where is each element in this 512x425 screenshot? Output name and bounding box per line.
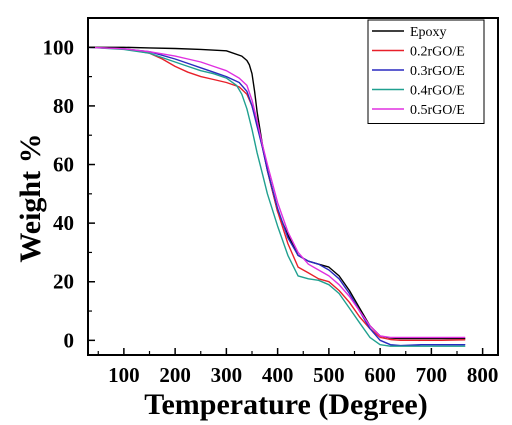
x-tick-label: 400: [262, 363, 294, 387]
legend-label: 0.2rGO/E: [410, 45, 465, 60]
x-tick-label: 100: [108, 363, 140, 387]
series-line-3: [87, 46, 466, 347]
x-tick-label: 300: [211, 363, 243, 387]
x-tick-label: 200: [159, 363, 191, 387]
series-layer: [87, 46, 466, 347]
x-axis-title: Temperature (Degree): [144, 388, 428, 421]
legend-label: 0.4rGO/E: [410, 84, 465, 99]
y-tick-label: 0: [64, 328, 75, 352]
series-line-4: [87, 46, 466, 347]
y-tick-label: 20: [53, 270, 74, 294]
series-line-5: [87, 46, 466, 339]
legend-label: 0.5rGO/E: [410, 103, 465, 118]
legend-label: 0.3rGO/E: [410, 64, 465, 79]
series-line-2: [87, 46, 466, 341]
x-tick-label: 800: [467, 363, 499, 387]
x-tick-label: 600: [364, 363, 396, 387]
x-tick-label: 500: [313, 363, 345, 387]
y-tick-label: 100: [43, 35, 75, 59]
y-axis-title: Weight %: [14, 133, 47, 262]
y-tick-label: 80: [53, 94, 74, 118]
y-tick-label: 40: [53, 211, 74, 235]
x-tick-label: 700: [416, 363, 448, 387]
axes-layer: 100 200 300 400 500 600 700 800 0 20 40 60 80 100: [43, 17, 499, 387]
y-tick-label: 60: [53, 153, 74, 177]
legend-box: [367, 19, 485, 124]
legend-label: Epoxy: [410, 25, 447, 40]
legend: Epoxy 0.2rGO/E 0.3rGO/E 0.4rGO/E 0.5rGO/E: [367, 19, 485, 124]
plot-frame: [87, 17, 499, 356]
